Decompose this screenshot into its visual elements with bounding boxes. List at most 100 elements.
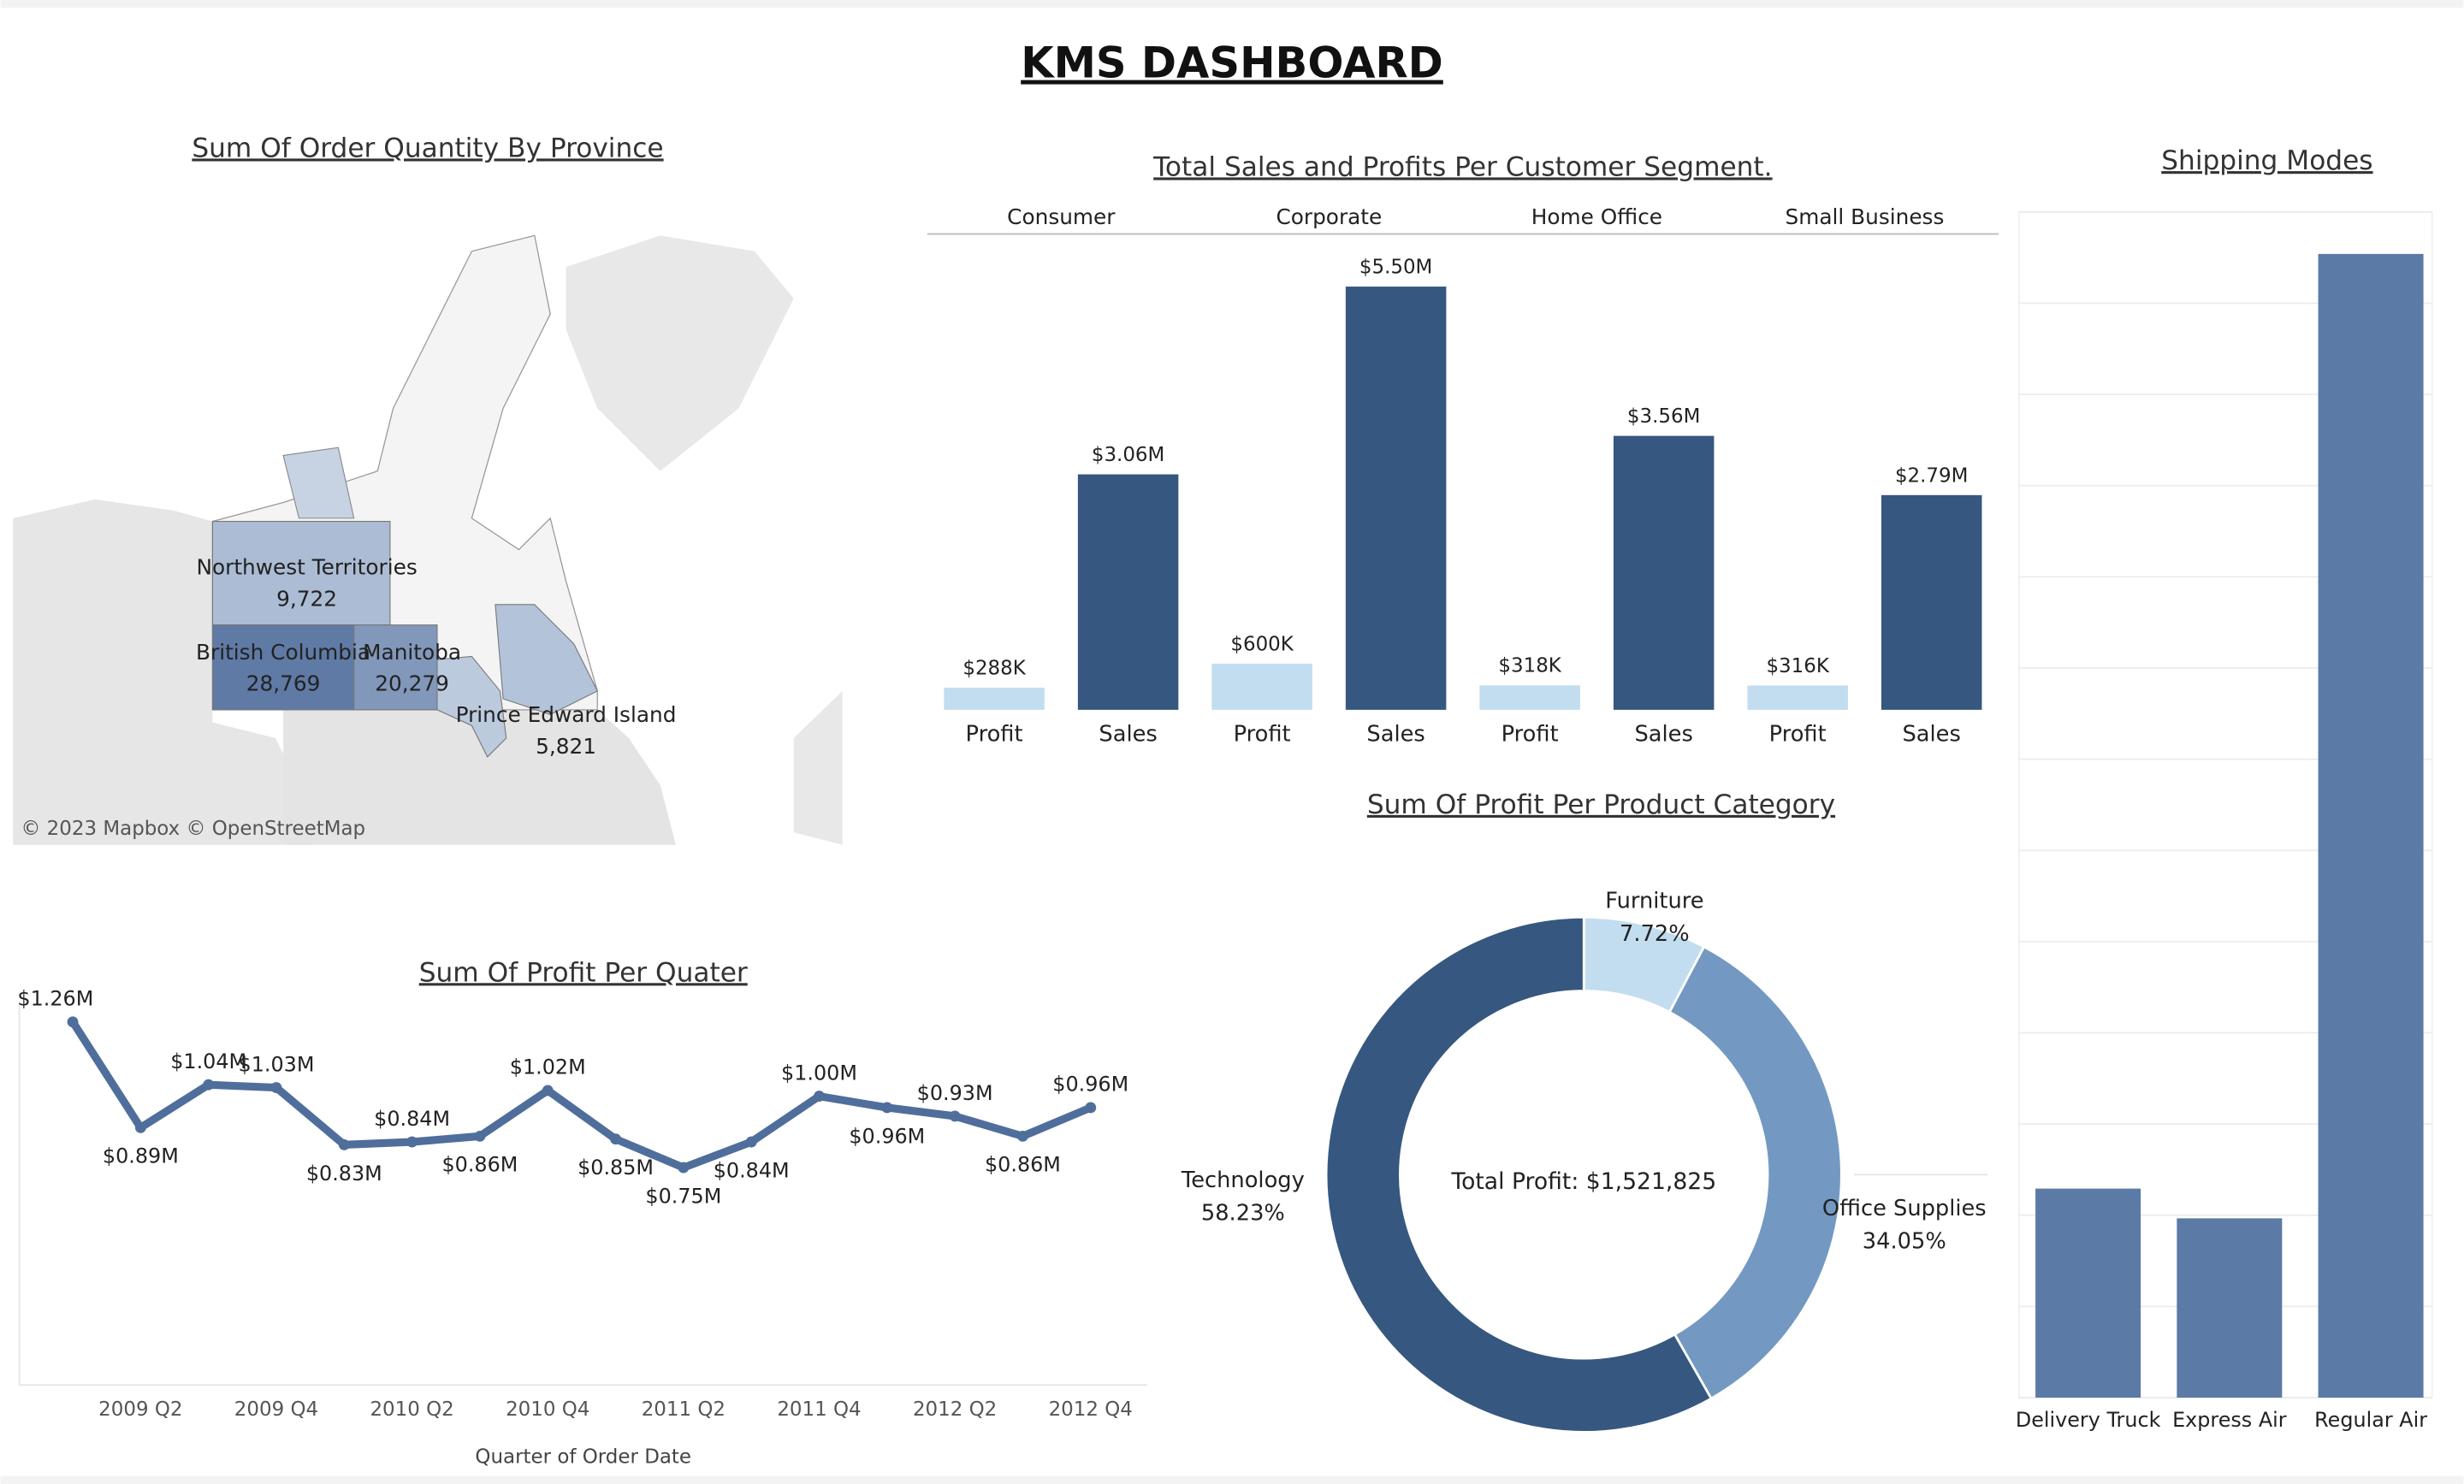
donut-slice — [1667, 945, 1843, 1400]
line-value-label: $1.26M — [17, 987, 93, 1011]
province-name: Prince Edward Island — [456, 702, 677, 727]
line-point — [745, 1136, 757, 1148]
donut-center-label: Total Profit: $1,521,825 — [1450, 1168, 1716, 1195]
bar — [1345, 287, 1447, 710]
bar-value-label: $5.50M — [1359, 257, 1432, 279]
x-axis-title: Quarter of Order Date — [475, 1446, 691, 1468]
segment-label: Home Office — [1531, 204, 1662, 229]
bar — [1881, 494, 1982, 710]
bar — [1479, 685, 1580, 710]
province-value: 20,279 — [375, 671, 449, 695]
slice-name: Furniture — [1605, 888, 1703, 913]
line-value-label: $0.93M — [917, 1081, 993, 1105]
x-tick-label: 2011 Q2 — [642, 1398, 726, 1421]
segment-label: Consumer — [1007, 204, 1116, 229]
bar-measure-label: Sales — [1366, 722, 1424, 748]
bottom-strip — [0, 1475, 2464, 1484]
x-tick-label: 2012 Q4 — [1049, 1398, 1133, 1421]
x-tick-label: 2009 Q4 — [234, 1398, 318, 1421]
bar-value-label: $316K — [1766, 655, 1829, 677]
line-value-label: $1.02M — [510, 1055, 586, 1079]
line-value-label: $0.96M — [849, 1124, 925, 1148]
slice-value: 7.72% — [1620, 921, 1690, 947]
top-strip — [0, 0, 2464, 9]
line-point — [814, 1091, 825, 1103]
bar — [1077, 474, 1179, 710]
slice-value: 34.05% — [1863, 1229, 1946, 1255]
segment-label: Corporate — [1276, 204, 1382, 229]
bar-measure-label: Profit — [1502, 722, 1559, 748]
x-tick-label: 2011 Q4 — [777, 1398, 861, 1421]
bar-value-label: $2.79M — [1895, 464, 1968, 487]
line-value-label: $1.00M — [781, 1061, 857, 1085]
bar-measure-label: Profit — [1769, 722, 1827, 748]
province — [436, 655, 507, 758]
line-point — [338, 1138, 350, 1150]
line-value-label: $0.86M — [985, 1153, 1061, 1177]
line-point — [610, 1133, 621, 1145]
line-value-label: $0.84M — [374, 1107, 450, 1131]
map-background — [13, 188, 843, 845]
line-point — [474, 1130, 486, 1142]
x-tick-label: 2010 Q4 — [506, 1398, 589, 1421]
province — [211, 624, 355, 711]
x-tick-label: 2012 Q2 — [913, 1398, 997, 1421]
bar-value-label: $3.56M — [1627, 405, 1700, 428]
bar-value-label: $318K — [1498, 655, 1561, 677]
province-value: 9,722 — [276, 586, 337, 611]
slice-name: Office Supplies — [1822, 1196, 1987, 1221]
bar-measure-label: Profit — [1234, 722, 1291, 748]
chart-title: Total Sales and Profits Per Customer Seg… — [1152, 151, 1772, 182]
line-point — [881, 1102, 893, 1114]
bar-measure-label: Sales — [1099, 722, 1157, 748]
line-point — [67, 1016, 79, 1028]
province — [353, 624, 438, 711]
bar — [1747, 685, 1848, 710]
bar — [1211, 663, 1312, 710]
line-point — [542, 1085, 554, 1097]
line-point — [678, 1162, 690, 1174]
province-value: 5,821 — [536, 734, 596, 759]
line-value-label: $0.86M — [441, 1153, 518, 1177]
province-name: Manitoba — [363, 640, 461, 665]
slice-name: Technology — [1181, 1168, 1305, 1193]
line-point — [270, 1082, 282, 1093]
x-tick-label: Regular Air — [2314, 1408, 2427, 1432]
line-value-label: $1.03M — [239, 1052, 315, 1076]
bar — [2035, 1188, 2141, 1398]
line-point — [134, 1121, 146, 1133]
x-tick-label: 2009 Q2 — [98, 1398, 182, 1421]
line-point — [406, 1136, 418, 1148]
x-tick-label: 2010 Q2 — [370, 1398, 453, 1421]
bar-value-label: $3.06M — [1092, 444, 1164, 466]
chart-title: Sum Of Order Quantity By Province — [192, 133, 663, 163]
chart-title: Shipping Modes — [2161, 145, 2372, 176]
line-point — [1017, 1130, 1028, 1142]
bar — [2177, 1218, 2283, 1398]
line-value-label: $0.89M — [103, 1144, 179, 1168]
line-value-label: $0.85M — [578, 1156, 654, 1180]
x-tick-label: Delivery Truck — [2016, 1408, 2161, 1432]
donut-slice — [1324, 915, 1713, 1434]
bar — [2318, 253, 2424, 1398]
x-tick-label: Express Air — [2172, 1408, 2287, 1432]
segment-label: Small Business — [1786, 204, 1945, 229]
bar — [944, 687, 1045, 710]
line-value-label: $0.83M — [306, 1162, 382, 1185]
line-value-label: $0.75M — [645, 1184, 721, 1208]
line-point — [949, 1110, 961, 1122]
slice-value: 58.23% — [1201, 1201, 1285, 1227]
province-value: 28,769 — [246, 671, 321, 695]
bar-measure-label: Sales — [1634, 722, 1692, 748]
line-value-label: $0.84M — [714, 1158, 790, 1182]
dashboard-title: KMS DASHBOARD — [1021, 38, 1443, 88]
bar — [1613, 435, 1715, 710]
bar-value-label: $600K — [1230, 633, 1294, 655]
chart-title: Sum Of Profit Per Quater — [419, 957, 748, 988]
line-point — [203, 1079, 215, 1091]
line-value-label: $1.04M — [170, 1049, 246, 1073]
map-attribution: © 2023 Mapbox © OpenStreetMap — [21, 818, 365, 840]
bar-measure-label: Profit — [966, 722, 1023, 748]
